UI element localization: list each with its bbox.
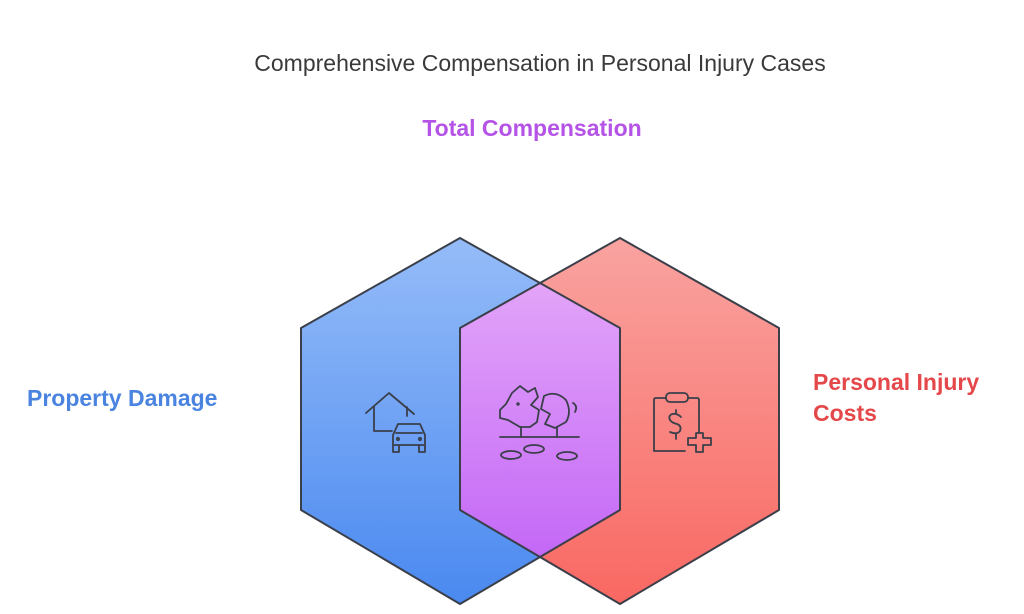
clipboard-dollar-medical-icon: [653, 392, 712, 453]
broken-piggy-bank-icon: [499, 385, 580, 461]
total-compensation-intersection: [460, 284, 620, 557]
personal-injury-costs-label: Personal Injury Costs: [813, 367, 979, 429]
label-line: Costs: [813, 400, 877, 426]
label-line: Personal Injury: [813, 369, 980, 395]
property-damage-label: Property Damage: [27, 385, 218, 411]
house-car-icon: [365, 392, 426, 453]
diagram-title: Comprehensive Compensation in Personal I…: [254, 50, 826, 76]
total-compensation-label: Total Compensation: [422, 115, 642, 141]
